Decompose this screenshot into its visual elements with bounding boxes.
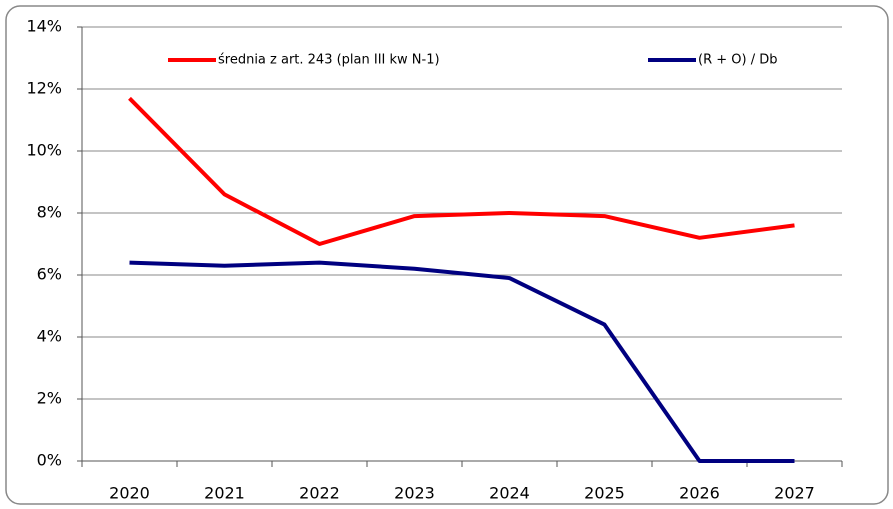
y-tick-label: 2% xyxy=(37,389,62,408)
y-tick-label: 8% xyxy=(37,203,62,222)
y-tick-label: 4% xyxy=(37,327,62,346)
x-tick-label: 2027 xyxy=(774,484,815,503)
series-line xyxy=(129,260,795,463)
series-line xyxy=(128,96,795,246)
x-tick-label: 2026 xyxy=(679,484,720,503)
y-tick-label: 0% xyxy=(37,451,62,470)
x-tick-label: 2024 xyxy=(489,484,530,503)
x-tick-label: 2025 xyxy=(584,484,625,503)
x-tick-label: 2022 xyxy=(299,484,340,503)
x-tick-label: 2021 xyxy=(204,484,245,503)
y-tick-label: 14% xyxy=(26,17,62,36)
x-tick-label: 2020 xyxy=(109,484,150,503)
y-tick-label: 6% xyxy=(37,265,62,284)
legend-label: (R + O) / Db xyxy=(698,53,777,68)
x-tick-label: 2023 xyxy=(394,484,435,503)
chart-frame xyxy=(5,5,889,505)
legend-label: średnia z art. 243 (plan III kw N-1) xyxy=(218,53,440,68)
y-tick-label: 10% xyxy=(26,141,62,160)
y-tick-label: 12% xyxy=(26,79,62,98)
